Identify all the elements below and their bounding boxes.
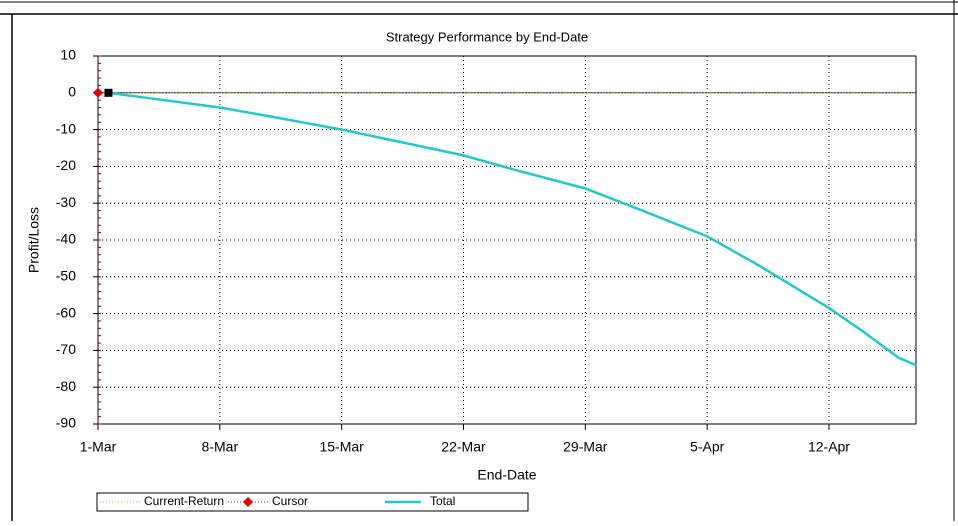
y-tick-label: -20	[56, 157, 76, 173]
y-tick-label: -90	[56, 415, 76, 431]
legend	[96, 492, 529, 512]
y-tick-label: -10	[56, 120, 76, 136]
x-tick-label: 5-Apr	[690, 439, 725, 455]
x-tick-label: 29-Mar	[563, 439, 608, 455]
x-tick-label: 15-Mar	[319, 439, 364, 455]
y-tick-label: -60	[56, 304, 76, 320]
y-tick-label: -40	[56, 231, 76, 247]
x-tick-label: 12-Apr	[808, 439, 850, 455]
x-tick-label: 22-Mar	[441, 439, 486, 455]
x-axis-label: End-Date	[477, 467, 536, 483]
y-tick-label: -80	[56, 378, 76, 394]
legend-label: Cursor	[272, 494, 308, 508]
series-line	[108, 91, 917, 367]
legend-label: Total	[430, 494, 455, 508]
chart-title: Strategy Performance by End-Date	[386, 29, 588, 44]
cursor-marker	[93, 87, 103, 98]
y-tick-label: 0	[68, 84, 76, 100]
start-marker	[104, 88, 113, 97]
x-tick-label: 8-Mar	[202, 439, 239, 455]
y-tick-label: -50	[56, 268, 76, 284]
legend-label: Current-Return	[144, 494, 224, 508]
y-tick-label: 10	[60, 47, 76, 63]
legend-marker	[243, 497, 253, 507]
y-axis-label: Profit/Loss	[26, 207, 42, 273]
y-tick-label: -30	[56, 194, 76, 210]
y-tick-label: -70	[56, 341, 76, 357]
x-tick-label: 1-Mar	[80, 439, 117, 455]
